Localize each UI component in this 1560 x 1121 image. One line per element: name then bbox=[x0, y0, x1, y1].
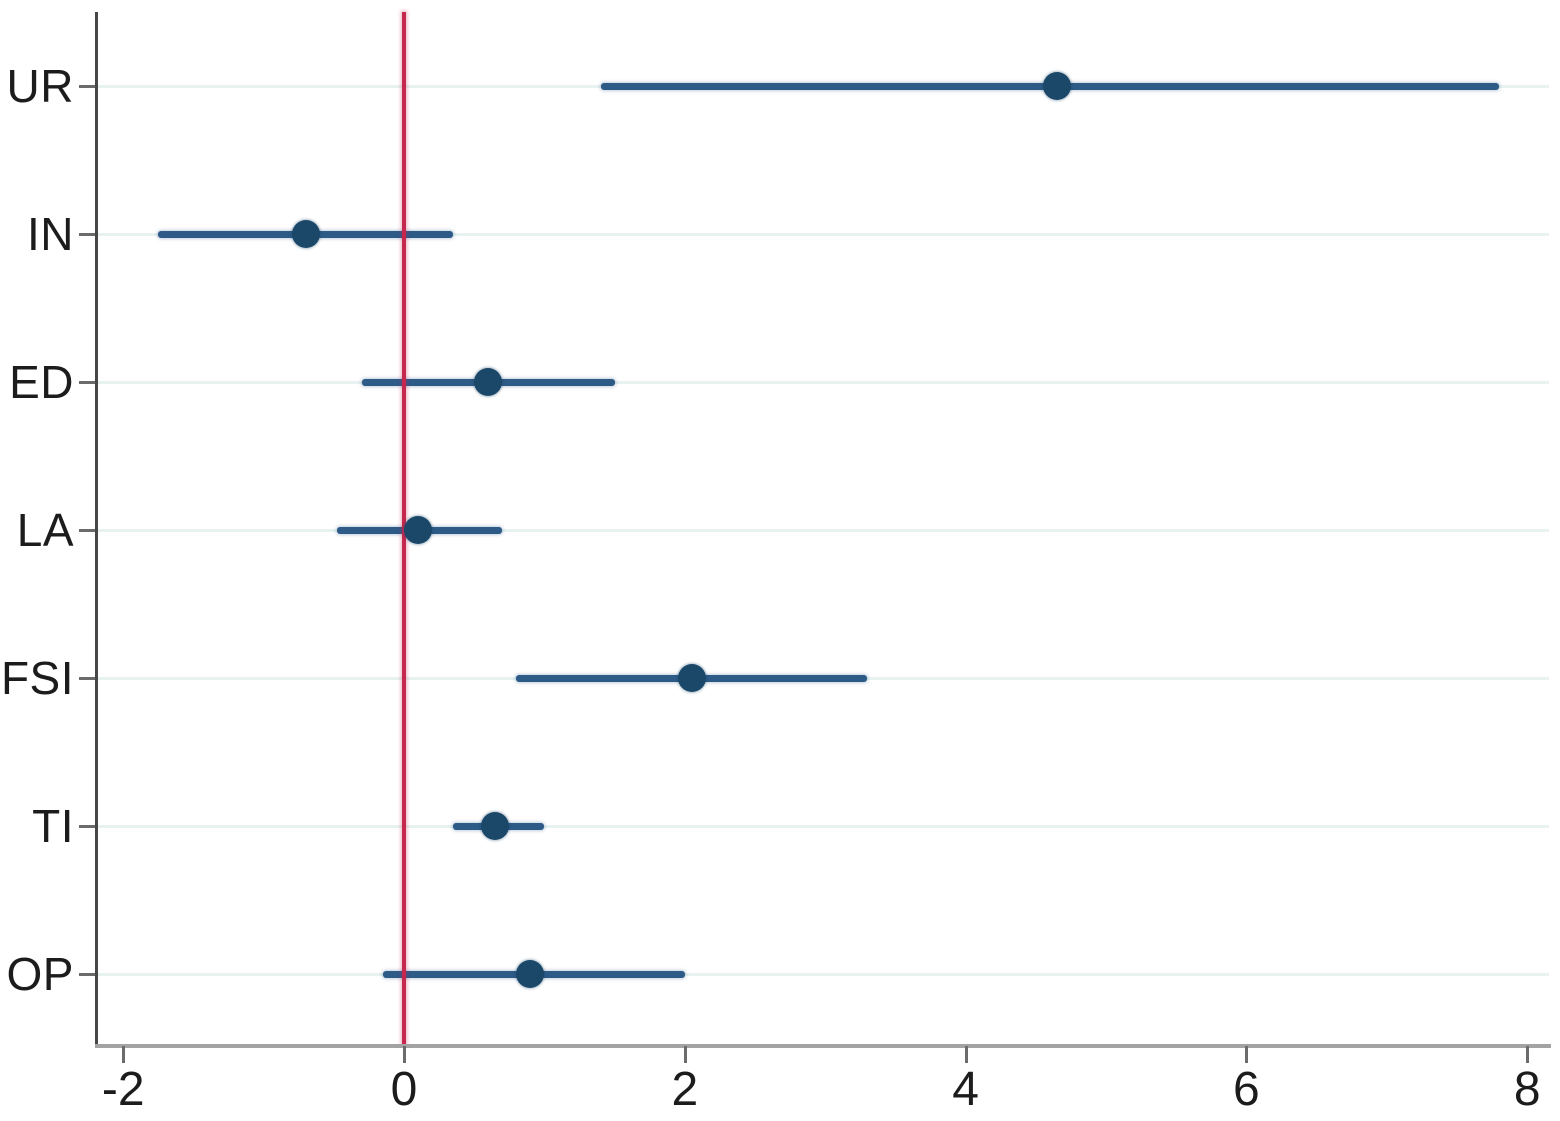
x-tick-2 bbox=[683, 1046, 687, 1063]
estimate-marker-ur bbox=[1042, 72, 1071, 100]
x-tick-4 bbox=[964, 1046, 968, 1063]
x-tick-label-4: 4 bbox=[952, 1063, 979, 1116]
gridline-in bbox=[97, 233, 1549, 236]
y-tick-in bbox=[79, 233, 96, 236]
x-tick-label--2: -2 bbox=[101, 1063, 145, 1116]
estimate-marker-op bbox=[516, 960, 545, 988]
y-tick-fsi bbox=[79, 677, 96, 680]
y-tick-op bbox=[79, 973, 96, 976]
x-tick-label-8: 8 bbox=[1513, 1063, 1541, 1116]
gridline-ed bbox=[97, 381, 1549, 384]
zero-reference-line bbox=[402, 12, 406, 1044]
y-axis-line bbox=[95, 12, 98, 1048]
y-axis-label-in: IN bbox=[27, 208, 74, 260]
x-tick-6 bbox=[1245, 1046, 1249, 1063]
x-tick-8 bbox=[1526, 1046, 1530, 1063]
gridline-la bbox=[97, 529, 1549, 532]
x-tick-label-2: 2 bbox=[671, 1063, 699, 1116]
gridline-ti bbox=[97, 825, 1549, 828]
gridline-op bbox=[97, 973, 1549, 976]
y-axis-label-la: LA bbox=[16, 504, 74, 556]
x-axis-line bbox=[95, 1044, 1551, 1048]
y-axis-label-fsi: FSI bbox=[0, 652, 74, 704]
y-tick-ed bbox=[79, 381, 96, 384]
estimate-marker-in bbox=[291, 220, 320, 248]
estimate-marker-ed bbox=[474, 368, 503, 396]
x-tick-0 bbox=[403, 1046, 406, 1063]
y-axis-label-op: OP bbox=[6, 948, 74, 1000]
estimate-marker-la bbox=[404, 516, 433, 544]
estimate-marker-ti bbox=[481, 812, 510, 840]
y-axis-label-ti: TI bbox=[32, 800, 74, 852]
estimate-marker-fsi bbox=[677, 664, 706, 692]
y-tick-ur bbox=[79, 85, 96, 88]
x-tick-label-6: 6 bbox=[1233, 1063, 1260, 1116]
y-axis-label-ed: ED bbox=[9, 356, 74, 408]
x-tick--2 bbox=[122, 1046, 126, 1063]
x-tick-label-0: 0 bbox=[390, 1063, 418, 1116]
y-tick-la bbox=[79, 529, 96, 532]
y-axis-label-ur: UR bbox=[6, 60, 74, 112]
y-tick-ti bbox=[79, 825, 96, 828]
